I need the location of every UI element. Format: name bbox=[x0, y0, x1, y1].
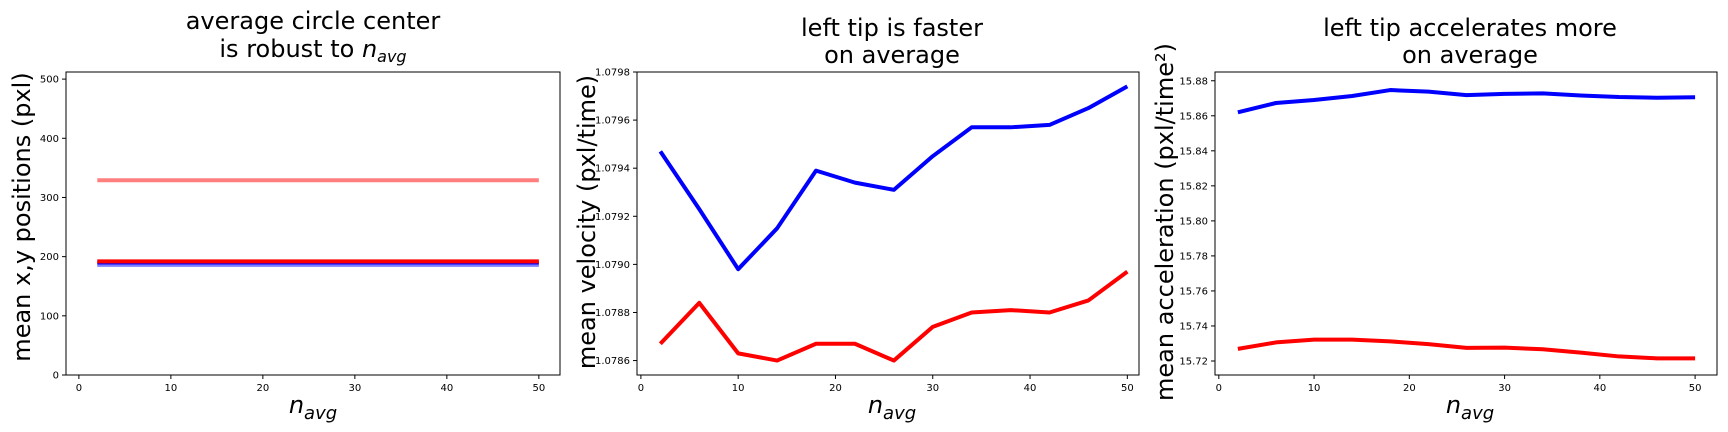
series-line-0 bbox=[1237, 88, 1696, 115]
x-tick-label: 20 bbox=[256, 383, 269, 394]
chart-panel-velocity: left tip is faster on average navg mean … bbox=[573, 14, 1140, 424]
chart-title-line1: average circle center bbox=[186, 7, 441, 35]
chart-title-n: n bbox=[362, 35, 377, 63]
chart-title-line2: on average bbox=[1402, 41, 1538, 69]
y-tick-label: 15.88 bbox=[1179, 76, 1208, 87]
series-group bbox=[1237, 88, 1696, 361]
x-axis-label: navg bbox=[1446, 391, 1494, 424]
plot-frame bbox=[1214, 71, 1718, 376]
y-tick-label: 1.0788 bbox=[595, 308, 630, 319]
x-tick-label: 20 bbox=[1403, 383, 1416, 394]
x-axis-label: navg bbox=[289, 391, 337, 424]
y-tick-label: 15.74 bbox=[1179, 321, 1208, 332]
y-tick-label: 0 bbox=[53, 371, 59, 382]
plot-frame bbox=[636, 71, 1140, 376]
series-line-1 bbox=[658, 269, 1129, 363]
x-tick-label: 40 bbox=[1593, 383, 1606, 394]
x-tick-label: 40 bbox=[1024, 383, 1037, 394]
y-tick-label: 1.0786 bbox=[595, 356, 630, 367]
x-axis-label: navg bbox=[868, 391, 916, 424]
chart-panel-position: average circle center is robust to navg … bbox=[8, 7, 561, 424]
y-tick-label: 15.72 bbox=[1179, 356, 1208, 367]
y-tick-label: 15.78 bbox=[1179, 251, 1208, 262]
series-group bbox=[97, 178, 539, 267]
chart-title-line2: on average bbox=[824, 41, 960, 69]
x-tick-label: 30 bbox=[926, 383, 939, 394]
x-tick-label: 0 bbox=[76, 383, 82, 394]
y-tick-label: 200 bbox=[40, 252, 59, 263]
series-line-0 bbox=[658, 84, 1129, 272]
y-tick-label: 15.86 bbox=[1179, 111, 1208, 122]
y-axis-label: mean acceleration (pxl/time²) bbox=[1151, 43, 1179, 401]
y-tick-label: 15.80 bbox=[1179, 216, 1208, 227]
x-tick-label: 40 bbox=[440, 383, 453, 394]
x-axis-label-subscript: avg bbox=[883, 403, 916, 424]
plot-frame bbox=[65, 71, 561, 376]
chart-title-line2-prefix: is robust to bbox=[219, 35, 362, 63]
x-tick-label: 30 bbox=[348, 383, 361, 394]
x-axis-label-subscript: avg bbox=[304, 403, 337, 424]
x-tick-label: 0 bbox=[638, 383, 644, 394]
y-tick-label: 500 bbox=[40, 75, 59, 86]
y-tick-label: 1.0798 bbox=[595, 68, 630, 79]
y-tick-label: 15.84 bbox=[1179, 146, 1208, 157]
x-tick-label: 20 bbox=[829, 383, 842, 394]
y-axis-label: mean x,y positions (pxl) bbox=[8, 72, 36, 361]
chart-title-line1: left tip accelerates more bbox=[1323, 14, 1617, 42]
x-axis-label-subscript: avg bbox=[1461, 403, 1494, 424]
y-tick-label: 1.0790 bbox=[595, 260, 630, 271]
x-tick-label: 50 bbox=[1121, 383, 1134, 394]
x-tick-label: 50 bbox=[1689, 383, 1702, 394]
chart-title-subscript: avg bbox=[377, 47, 406, 66]
x-axis-label-n: n bbox=[1446, 391, 1461, 419]
chart-title-line1: left tip is faster bbox=[801, 14, 983, 42]
x-axis-label-n: n bbox=[289, 391, 304, 419]
y-tick-label: 1.0796 bbox=[595, 116, 630, 127]
y-tick-label: 400 bbox=[40, 134, 59, 145]
y-axis-label: mean velocity (pxl/time) bbox=[573, 75, 601, 369]
x-tick-label: 10 bbox=[165, 383, 178, 394]
series-line-1 bbox=[1237, 337, 1696, 361]
x-axis-label-n: n bbox=[868, 391, 883, 419]
y-tick-label: 15.76 bbox=[1179, 286, 1208, 297]
y-tick-label: 15.82 bbox=[1179, 181, 1208, 192]
x-tick-label: 10 bbox=[1308, 383, 1321, 394]
x-tick-label: 50 bbox=[532, 383, 545, 394]
chart-panel-acceleration: left tip accelerates more on average nav… bbox=[1151, 14, 1718, 424]
x-tick-label: 10 bbox=[732, 383, 745, 394]
y-tick-label: 300 bbox=[40, 193, 59, 204]
series-group bbox=[658, 84, 1129, 363]
x-tick-label: 0 bbox=[1216, 383, 1222, 394]
y-tick-label: 1.0794 bbox=[595, 164, 630, 175]
x-tick-label: 30 bbox=[1498, 383, 1511, 394]
y-tick-label: 1.0792 bbox=[595, 212, 630, 223]
chart-title-line2: is robust to navg bbox=[219, 35, 406, 66]
y-tick-label: 100 bbox=[40, 311, 59, 322]
